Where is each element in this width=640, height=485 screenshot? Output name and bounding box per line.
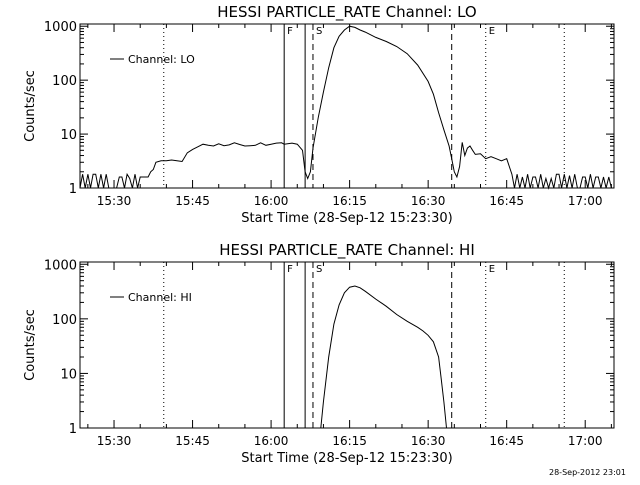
event-marker-label: S [316, 26, 322, 37]
x-tick-label: 16:00 [254, 434, 289, 448]
y-tick-label: 100 [52, 313, 77, 328]
series-line [79, 25, 612, 190]
y-tick-label: 1 [69, 182, 77, 197]
x-tick-label: 17:00 [568, 194, 603, 208]
lo-channel-panel: HESSI PARTICLE_RATE Channel: LO Start Ti… [23, 3, 615, 226]
y-tick-label: 100 [52, 74, 77, 89]
plot-frame [79, 261, 615, 429]
x-tick-label: 16:30 [411, 434, 446, 448]
y-tick-label: 1000 [44, 20, 77, 35]
x-tick-label: 15:30 [97, 194, 132, 208]
event-marker-label: E [489, 26, 495, 37]
y-tick-label: 1 [69, 422, 77, 437]
x-tick-label: 17:00 [568, 434, 603, 448]
series-line [320, 285, 447, 429]
hi-channel-panel: HESSI PARTICLE_RATE Channel: HI Start Ti… [23, 241, 615, 466]
chart-title: HESSI PARTICLE_RATE Channel: LO [217, 3, 476, 22]
y-tick-label: 10 [60, 367, 77, 382]
plot-frame [79, 23, 615, 189]
y-axis-label: Counts/sec [23, 309, 38, 381]
legend-label: Channel: LO [128, 53, 195, 66]
x-tick-label: 16:30 [411, 194, 446, 208]
y-axis-label: Counts/sec [23, 70, 38, 142]
event-marker-label: F [287, 26, 293, 37]
x-tick-label: 16:15 [332, 434, 367, 448]
x-tick-label: 16:00 [254, 194, 289, 208]
x-tick-label: 15:45 [175, 434, 210, 448]
chart-title: HESSI PARTICLE_RATE Channel: HI [219, 241, 475, 260]
event-marker-label: S [316, 264, 322, 275]
y-tick-label: 10 [60, 128, 77, 143]
x-axis-label: Start Time (28-Sep-12 15:23:30) [241, 451, 452, 466]
event-marker-label: E [489, 264, 495, 275]
x-tick-label: 16:15 [332, 194, 367, 208]
y-tick-label: 1000 [44, 258, 77, 273]
event-marker-label: F [287, 264, 293, 275]
x-tick-label: 15:30 [97, 434, 132, 448]
x-axis-label: Start Time (28-Sep-12 15:23:30) [241, 211, 452, 226]
x-tick-label: 16:45 [489, 194, 524, 208]
x-tick-label: 16:45 [489, 434, 524, 448]
x-tick-label: 15:45 [175, 194, 210, 208]
plot-timestamp: 28-Sep-2012 23:01 [549, 468, 626, 477]
legend-label: Channel: HI [128, 291, 192, 304]
